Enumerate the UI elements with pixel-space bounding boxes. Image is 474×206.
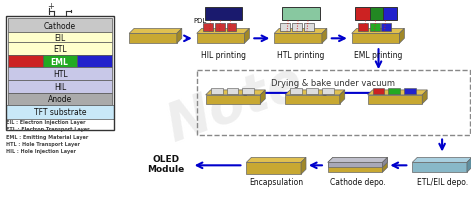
Polygon shape <box>197 29 249 34</box>
Polygon shape <box>383 158 387 172</box>
Bar <box>370 24 380 32</box>
Text: HIL: HIL <box>54 83 66 91</box>
Polygon shape <box>274 29 327 34</box>
Polygon shape <box>246 158 306 163</box>
Bar <box>227 89 238 94</box>
Polygon shape <box>467 158 472 172</box>
Polygon shape <box>422 90 427 104</box>
Bar <box>358 24 368 32</box>
Polygon shape <box>177 29 182 44</box>
Polygon shape <box>368 95 422 104</box>
Polygon shape <box>206 95 260 104</box>
Polygon shape <box>328 158 387 163</box>
Text: Anode: Anode <box>48 95 72 104</box>
Bar <box>383 8 397 21</box>
Text: EIL: EIL <box>55 34 66 43</box>
Polygon shape <box>340 90 345 104</box>
Bar <box>8 68 112 81</box>
Text: Note: Note <box>160 55 311 152</box>
Bar <box>282 8 320 21</box>
Polygon shape <box>412 158 472 163</box>
Text: ETL: ETL <box>53 45 67 54</box>
Bar <box>389 89 401 94</box>
Polygon shape <box>129 29 182 34</box>
Text: Cathode depo.: Cathode depo. <box>330 177 385 186</box>
Bar <box>8 33 112 43</box>
Bar <box>197 71 470 135</box>
Text: EML printing: EML printing <box>355 51 403 60</box>
Polygon shape <box>129 34 177 44</box>
Bar <box>8 94 112 105</box>
Text: HTL : Hole Transport Layer: HTL : Hole Transport Layer <box>6 141 80 146</box>
Bar <box>8 43 112 56</box>
Polygon shape <box>400 29 404 44</box>
Text: TFT substrate: TFT substrate <box>34 108 86 117</box>
Bar <box>404 89 416 94</box>
Bar <box>6 17 114 130</box>
Polygon shape <box>322 29 327 44</box>
Text: Drying & bake under vacuum: Drying & bake under vacuum <box>271 79 395 88</box>
Text: Encapsulation: Encapsulation <box>249 177 303 186</box>
Bar <box>292 24 302 32</box>
Bar <box>6 105 114 119</box>
Polygon shape <box>328 163 383 167</box>
Bar <box>77 56 112 68</box>
Bar <box>304 24 314 32</box>
Text: Cathode: Cathode <box>44 22 76 31</box>
Bar <box>203 24 213 32</box>
Bar <box>355 8 370 21</box>
Bar <box>8 56 43 68</box>
Polygon shape <box>285 95 340 104</box>
Bar <box>280 24 290 32</box>
Polygon shape <box>328 158 387 163</box>
Polygon shape <box>246 163 301 174</box>
Polygon shape <box>197 34 245 44</box>
Polygon shape <box>383 158 387 167</box>
Text: HTL printing: HTL printing <box>277 51 325 60</box>
Polygon shape <box>352 29 404 34</box>
Text: PDL: PDL <box>193 18 206 24</box>
Bar <box>205 8 242 21</box>
Bar <box>210 89 222 94</box>
Bar <box>373 89 384 94</box>
Polygon shape <box>328 163 383 172</box>
Text: HIL printing: HIL printing <box>201 51 246 60</box>
Text: HTL: HTL <box>53 70 67 79</box>
Polygon shape <box>368 90 427 95</box>
Bar <box>8 81 112 94</box>
Polygon shape <box>274 34 322 44</box>
Polygon shape <box>285 90 345 95</box>
Bar <box>227 24 237 32</box>
Bar <box>43 56 77 68</box>
Polygon shape <box>301 158 306 174</box>
Text: ETL/EIL depo.: ETL/EIL depo. <box>417 177 468 186</box>
Polygon shape <box>352 34 400 44</box>
Bar <box>215 24 225 32</box>
Text: OLED
Module: OLED Module <box>147 154 184 173</box>
Bar <box>306 89 318 94</box>
Text: EML: EML <box>51 57 69 66</box>
Bar <box>290 89 302 94</box>
Polygon shape <box>260 90 265 104</box>
Polygon shape <box>206 90 265 95</box>
Text: ETL : Electron Transport Layer: ETL : Electron Transport Layer <box>6 126 90 131</box>
Bar <box>382 24 392 32</box>
Polygon shape <box>245 29 249 44</box>
Bar <box>370 8 383 21</box>
Text: +: + <box>47 2 54 11</box>
Bar <box>8 19 112 33</box>
Text: EML : Emitting Material Layer: EML : Emitting Material Layer <box>6 134 88 139</box>
Bar <box>242 89 255 94</box>
Bar <box>322 89 334 94</box>
Text: HIL : Hole Injection Layer: HIL : Hole Injection Layer <box>6 149 76 154</box>
Polygon shape <box>412 163 467 172</box>
Text: EIL : Electron Injection Layer: EIL : Electron Injection Layer <box>6 119 85 124</box>
